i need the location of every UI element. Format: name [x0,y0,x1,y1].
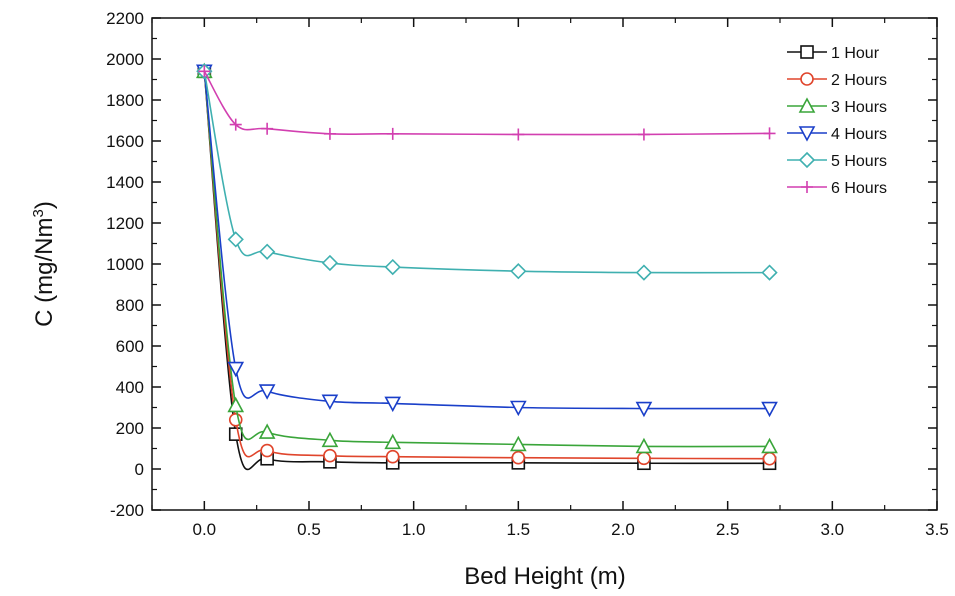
series-4 [195,64,778,418]
data-point [321,431,339,448]
y-tick-label: 2000 [106,50,144,69]
data-point [258,384,276,400]
data-point [384,433,402,450]
data-point [261,122,274,135]
data-point [260,443,274,458]
data-point [258,423,276,439]
data-point [384,258,401,276]
legend-marker [798,97,816,113]
y-axis-title: C (mg/Nm3) [30,201,58,327]
data-point [321,394,339,411]
data-point [763,127,776,140]
x-tick-label: 1.0 [402,520,426,539]
data-point [512,128,525,141]
legend-label: 4 Hours [831,126,887,143]
y-axis-title-close: ) [31,201,58,209]
data-point [511,450,526,465]
legend-label: 2 Hours [831,72,887,89]
y-tick-label: 800 [116,296,144,315]
legend-label: 5 Hours [831,153,887,170]
y-tick-label: 400 [116,378,144,397]
data-point [762,451,777,466]
series-line [203,71,770,448]
data-point [637,451,651,466]
legend-marker [800,72,814,86]
y-tick-label: 600 [116,337,144,356]
legend-marker [801,181,813,193]
legend-label: 1 Hour [831,45,880,62]
y-tick-label: 1200 [106,214,144,233]
data-point [635,264,653,281]
series-layer [195,62,778,471]
data-point [227,396,245,413]
data-point [637,128,650,141]
series-line [203,71,770,410]
data-point [386,127,399,140]
data-point [259,243,276,260]
data-point [635,401,653,418]
data-point [761,264,778,281]
data-point [323,127,336,140]
y-tick-label: 1400 [106,173,144,192]
legend-marker [800,45,814,59]
legend-item: 5 Hours [787,151,887,170]
data-point [509,435,527,452]
legend-label: 3 Hours [831,99,887,116]
data-point [384,396,402,413]
data-point [198,65,211,78]
series-2 [197,64,777,466]
x-tick-label: 3.0 [821,520,845,539]
data-point [227,231,244,248]
data-point [761,437,778,454]
legend-item: 2 Hours [787,72,887,89]
legend-item: 6 Hours [787,180,887,197]
x-tick-label: 2.0 [611,520,635,539]
series-line [203,71,770,471]
data-point [635,437,653,454]
legend-item: 1 Hour [787,45,880,62]
data-point [510,263,527,280]
series-6 [198,65,776,141]
y-tick-label: 200 [116,419,144,438]
series-line [203,71,770,274]
legend-item: 4 Hours [787,126,887,143]
y-tick-label: 1800 [106,91,144,110]
series-3 [195,62,778,454]
x-tick-label: 0.0 [193,520,217,539]
data-point [385,449,400,464]
axis-ticks [151,17,938,511]
data-point [229,118,242,131]
legend: 1 Hour 2 Hours 3 Hours 4 Hours 5 Hours 6 Hour… [787,45,887,197]
legend-item: 3 Hours [787,97,887,116]
data-point [227,361,245,378]
y-axis-title-superscript: 3 [30,209,47,217]
x-tick-label: 2.5 [716,520,740,539]
data-point [509,400,527,417]
data-point [761,401,778,418]
y-tick-labels: -200 0 200 400 600 800 1000 1200 1400 1600 1800 200… [106,9,144,520]
x-tick-labels: 0.0 0.5 1.0 1.5 2.0 2.5 3.0 3.5 [193,520,949,539]
data-point [321,254,339,272]
y-tick-label: 1000 [106,255,144,274]
data-point [323,448,337,463]
y-axis-title-main: C (mg/Nm [31,218,58,327]
legend-marker [798,126,816,142]
legend-label: 6 Hours [831,180,887,197]
x-tick-label: 1.5 [507,520,531,539]
y-tick-label: 0 [135,460,144,479]
legend-marker [798,151,816,169]
y-tick-label: 1600 [106,132,144,151]
y-tick-label: 2200 [106,9,144,28]
series-5 [196,63,778,281]
x-axis-title: Bed Height (m) [464,563,625,590]
y-tick-label: -200 [110,501,144,520]
x-tick-label: 0.5 [297,520,321,539]
series-line [203,71,770,460]
x-tick-label: 3.5 [925,520,949,539]
series-line [203,70,770,136]
